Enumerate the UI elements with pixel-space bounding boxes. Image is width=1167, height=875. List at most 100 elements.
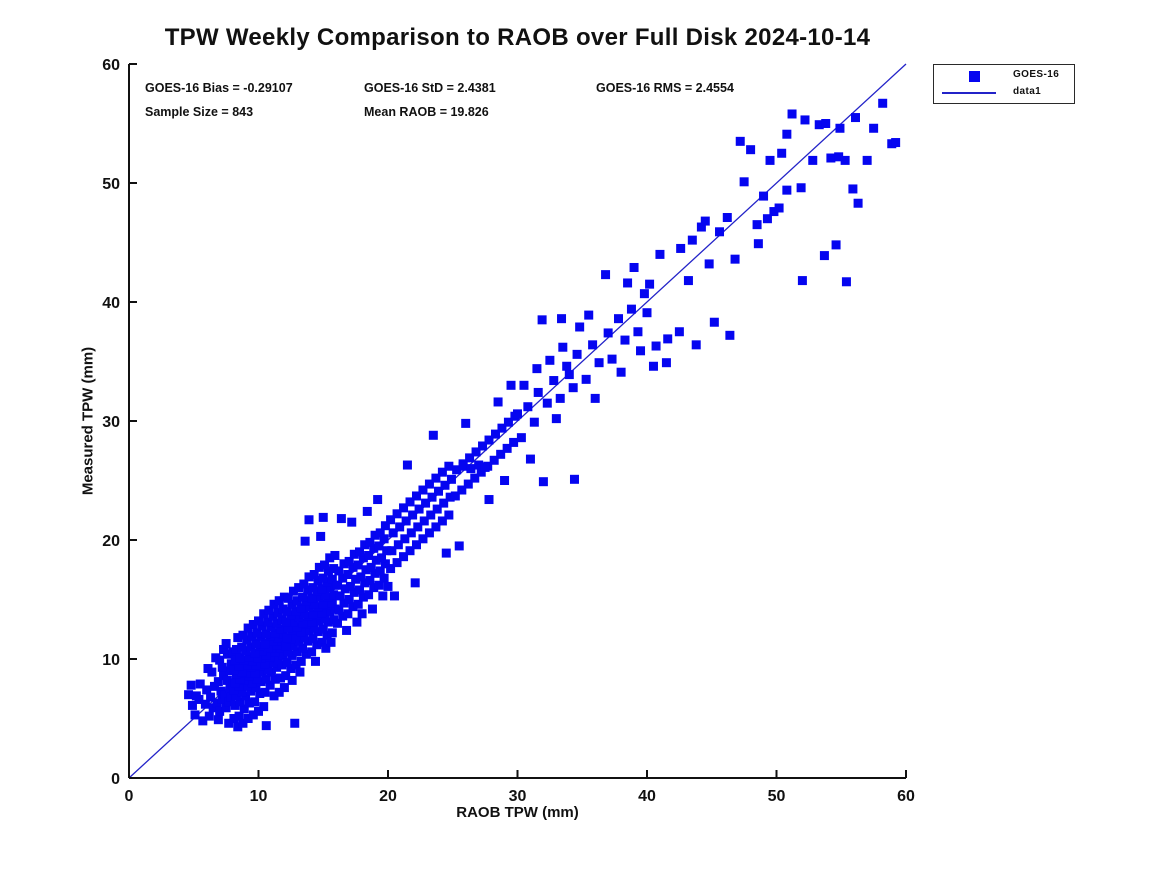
scatter-point	[428, 430, 438, 440]
scatter-point	[891, 138, 901, 148]
scatter-point	[774, 203, 784, 213]
scatter-point	[269, 691, 279, 701]
scatter-point	[575, 322, 585, 332]
scatter-point	[367, 604, 377, 614]
scatter-point	[307, 593, 317, 603]
y-tick-label: 40	[102, 295, 120, 312]
scatter-point	[821, 119, 831, 128]
scatter-point	[722, 213, 732, 223]
scatter-point	[840, 155, 850, 165]
scatter-point	[777, 148, 787, 158]
scatter-point	[212, 698, 222, 708]
scatter-point	[636, 346, 646, 356]
scatter-point	[480, 462, 490, 472]
scatter-point	[377, 553, 387, 563]
scatter-point	[266, 622, 276, 632]
scatter-point	[239, 704, 249, 714]
scatter-point	[340, 584, 350, 594]
scatter-point	[348, 602, 358, 612]
x-tick-label: 10	[250, 788, 268, 805]
scatter-point	[497, 423, 507, 433]
scatter-point	[371, 555, 381, 565]
scatter-point	[584, 310, 594, 320]
scatter-point	[291, 630, 301, 640]
scatter-point	[581, 374, 591, 384]
legend-label-data1: data1	[1013, 86, 1042, 97]
x-tick-label: 30	[509, 788, 527, 805]
scatter-point	[555, 393, 565, 403]
scatter-point	[476, 467, 486, 477]
scatter-point	[220, 690, 230, 700]
scatter-point	[204, 711, 214, 721]
scatter-point	[564, 370, 574, 380]
scatter-point	[299, 609, 309, 619]
scatter-point	[215, 706, 225, 716]
scatter-point	[321, 643, 331, 653]
scatter-point	[655, 249, 665, 259]
scatter-point	[558, 342, 568, 352]
scatter-point	[238, 630, 248, 640]
scatter-point	[441, 548, 451, 558]
scatter-point	[254, 706, 263, 716]
scatter-point	[244, 698, 254, 708]
scatter-point	[525, 454, 535, 464]
scatter-point	[568, 383, 578, 393]
scatter-point	[410, 578, 420, 588]
scatter-point	[532, 364, 542, 374]
scatter-point	[231, 644, 241, 654]
scatter-point	[382, 546, 392, 556]
scatter-point	[291, 606, 301, 616]
scatter-point	[353, 599, 363, 609]
scatter-point	[452, 465, 462, 475]
scatter-point	[219, 671, 229, 681]
scatter-point	[296, 656, 306, 666]
scatter-point	[484, 495, 494, 505]
scatter-point	[268, 658, 278, 668]
scatter-point	[304, 602, 314, 612]
scatter-point	[364, 590, 374, 600]
scatter-point	[282, 658, 292, 668]
scatter-point	[263, 665, 273, 675]
scatter-point	[281, 641, 291, 651]
scatter-point	[406, 528, 416, 538]
scatter-point	[343, 570, 353, 580]
scatter-point	[301, 649, 311, 659]
scatter-point	[437, 516, 447, 526]
scatter-point	[213, 677, 223, 687]
scatter-point	[229, 685, 239, 695]
scatter-point	[304, 625, 314, 635]
scatter-point	[318, 573, 328, 583]
scatter-point	[281, 671, 291, 681]
scatter-point	[325, 583, 335, 593]
scatter-point	[454, 541, 464, 551]
scatter-point	[254, 616, 263, 626]
scatter-point	[374, 541, 384, 551]
scatter-point	[516, 433, 526, 443]
scatter-point	[782, 185, 792, 195]
scatter-point	[276, 673, 286, 683]
scatter-point	[234, 661, 244, 671]
scatter-point	[257, 667, 267, 677]
scatter-point	[349, 549, 359, 559]
scatter-point	[411, 491, 421, 501]
scatter-point	[375, 566, 385, 576]
scatter-point	[374, 580, 384, 590]
scatter-point	[282, 606, 292, 616]
stat-rms: GOES-16 RMS = 2.4554	[596, 81, 734, 95]
scatter-point	[869, 123, 879, 133]
scatter-point	[735, 136, 745, 146]
scatter-point	[633, 327, 643, 337]
scatter-point	[234, 711, 244, 721]
scatter-point	[478, 441, 488, 451]
scatter-point	[691, 340, 701, 350]
stat-bias: GOES-16 Bias = -0.29107	[145, 81, 293, 95]
scatter-point	[351, 574, 361, 584]
scatter-point	[411, 540, 421, 550]
scatter-point	[365, 575, 375, 585]
stat-sample-size: Sample Size = 843	[145, 105, 254, 119]
scatter-point	[440, 480, 450, 490]
scatter-point	[369, 543, 379, 553]
scatter-point	[260, 639, 270, 649]
scatter-point	[661, 358, 671, 368]
scatter-point	[264, 605, 274, 615]
